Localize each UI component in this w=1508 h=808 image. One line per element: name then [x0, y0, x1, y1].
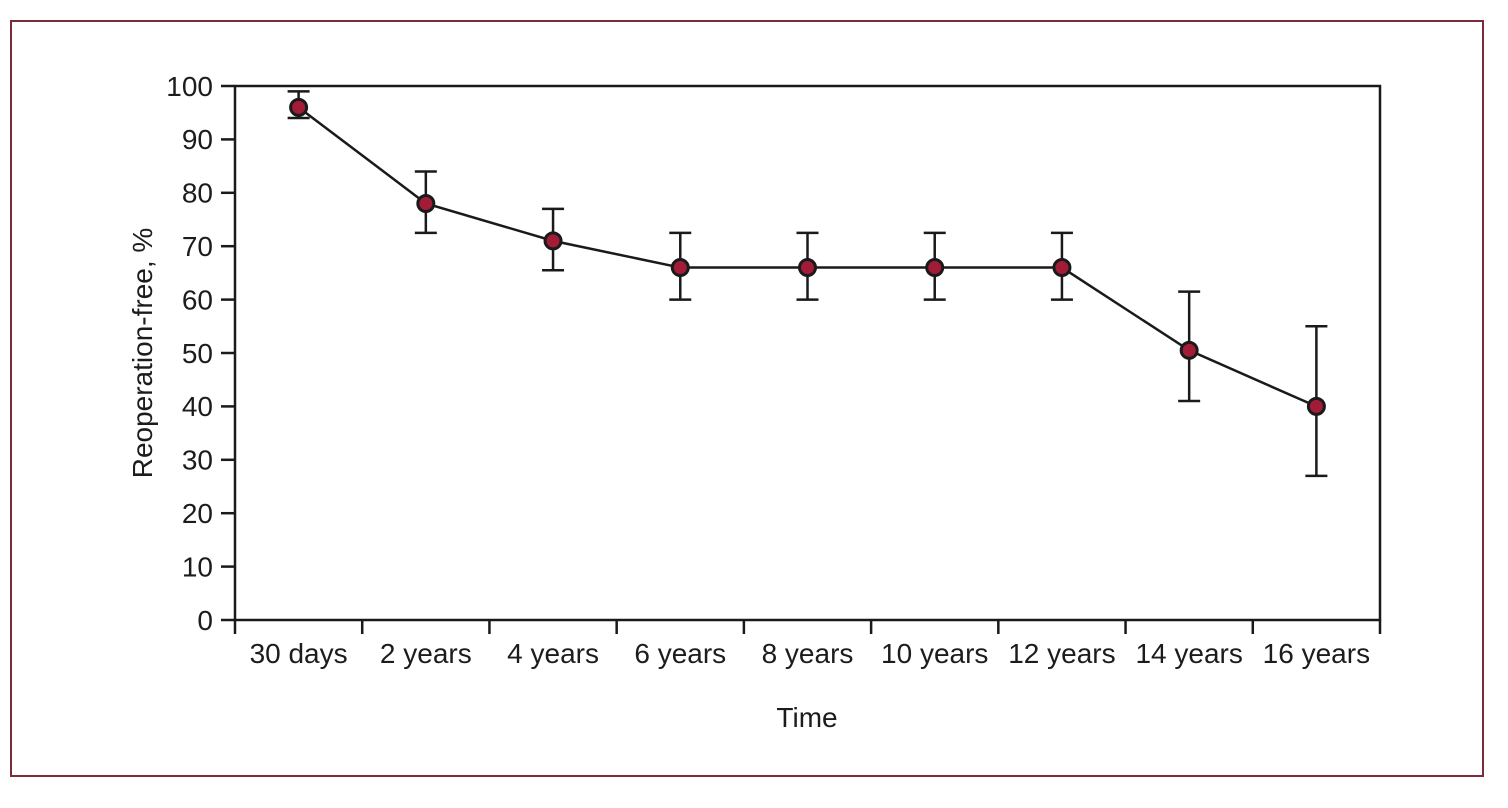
figure-border-frame — [10, 20, 1484, 777]
y-tick-label: 30 — [182, 445, 213, 476]
y-tick-label: 90 — [182, 124, 213, 155]
x-tick-label: 4 years — [507, 638, 599, 669]
y-tick-label: 100 — [166, 71, 213, 102]
y-tick-label: 20 — [182, 498, 213, 529]
chart-plot-area: 0 10 20 30 40 50 60 70 80 90 100 30 days 2 years 4 ye… — [166, 71, 1382, 669]
data-point-marker — [925, 258, 945, 278]
x-tick-label: 30 days — [250, 638, 348, 669]
y-axis-title: Reoperation-free, % — [127, 228, 158, 479]
x-tick-label: 2 years — [380, 638, 472, 669]
y-tick-label: 50 — [182, 338, 213, 369]
data-point-marker — [416, 193, 436, 213]
y-tick-label: 60 — [182, 284, 213, 315]
x-tick-label: 16 years — [1263, 638, 1370, 669]
x-tick-label: 8 years — [762, 638, 854, 669]
x-axis-title: Time — [776, 702, 837, 733]
x-tick-label: 14 years — [1135, 638, 1242, 669]
x-tick-label: 12 years — [1008, 638, 1115, 669]
x-tick-label: 10 years — [881, 638, 988, 669]
data-point-marker — [798, 258, 817, 278]
data-point-marker — [543, 231, 563, 251]
y-tick-label: 40 — [182, 391, 213, 422]
data-point-marker — [670, 258, 690, 278]
data-point-marker — [1179, 340, 1199, 360]
data-point-marker — [1052, 258, 1072, 278]
y-tick-label: 0 — [197, 605, 213, 636]
y-tick-label: 10 — [182, 551, 213, 582]
x-tick-label: 6 years — [634, 638, 726, 669]
y-tick-label: 80 — [182, 178, 213, 209]
data-point-marker — [289, 97, 309, 117]
plot-box — [233, 84, 1382, 622]
y-tick-label: 70 — [182, 231, 213, 262]
data-point-marker — [1306, 396, 1326, 416]
